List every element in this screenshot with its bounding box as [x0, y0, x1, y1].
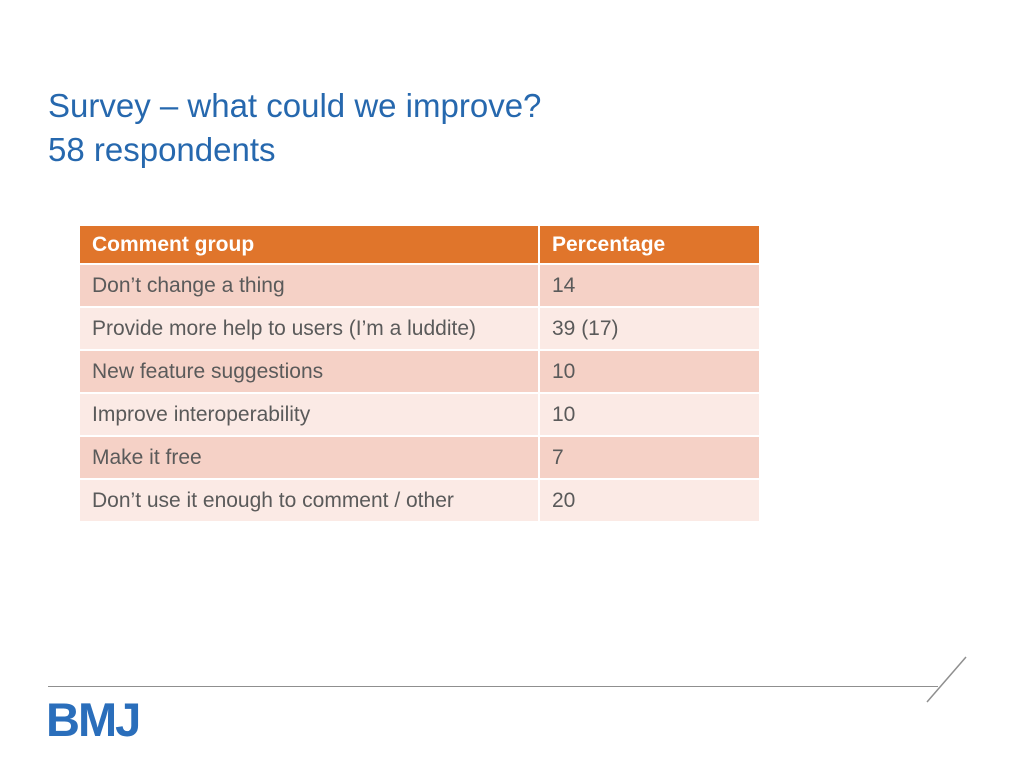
percentage-cell: 20	[538, 478, 761, 523]
table-row: Provide more help to users (I’m a luddit…	[78, 306, 761, 351]
title-line-2: 58 respondents	[48, 131, 276, 168]
percentage-cell: 7	[538, 435, 761, 480]
table-row: Improve interoperability 10	[78, 392, 761, 437]
header-comment-group: Comment group	[78, 224, 540, 265]
table-row: Don’t change a thing 14	[78, 263, 761, 308]
table-row: Don’t use it enough to comment / other 2…	[78, 478, 761, 523]
percentage-cell: 14	[538, 263, 761, 308]
table-row: New feature suggestions 10	[78, 349, 761, 394]
title-line-1: Survey – what could we improve?	[48, 87, 542, 124]
table-header-row: Comment group Percentage	[78, 224, 761, 265]
header-percentage: Percentage	[538, 224, 761, 265]
footer-divider-line	[48, 686, 938, 687]
percentage-cell: 10	[538, 392, 761, 437]
percentage-cell: 10	[538, 349, 761, 394]
bmj-logo: BMJ	[46, 693, 141, 746]
comment-cell: Make it free	[78, 435, 540, 480]
diagonal-slash-icon	[926, 656, 967, 703]
comment-cell: New feature suggestions	[78, 349, 540, 394]
comment-cell: Don’t change a thing	[78, 263, 540, 308]
comment-cell: Improve interoperability	[78, 392, 540, 437]
table-row: Make it free 7	[78, 435, 761, 480]
comment-cell: Provide more help to users (I’m a luddit…	[78, 306, 540, 351]
comment-cell: Don’t use it enough to comment / other	[78, 478, 540, 523]
slide-title: Survey – what could we improve? 58 respo…	[48, 84, 541, 172]
percentage-cell: 39 (17)	[538, 306, 761, 351]
survey-results-table: Comment group Percentage Don’t change a …	[78, 224, 761, 523]
